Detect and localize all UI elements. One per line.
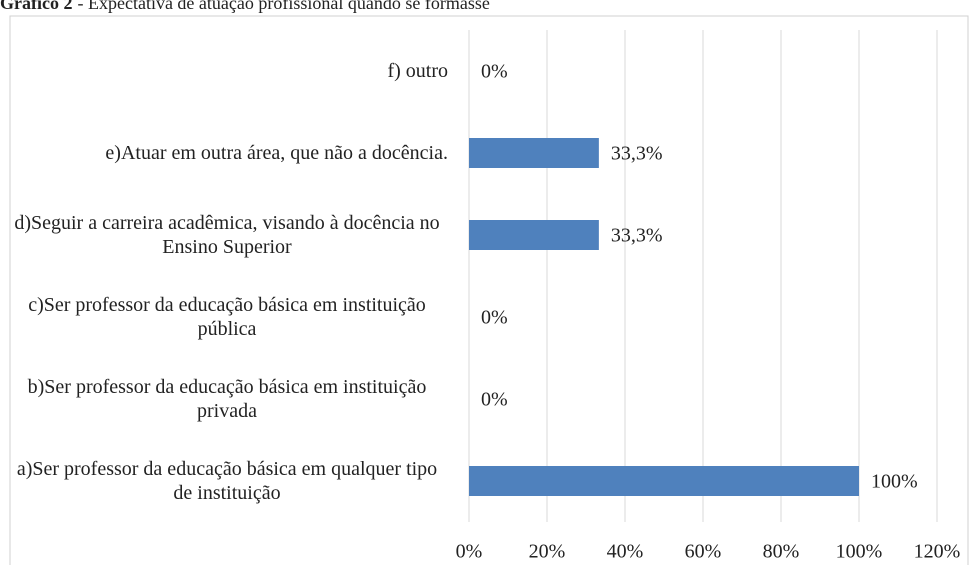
value-label: 33,3% bbox=[611, 143, 663, 165]
x-tick-label: 60% bbox=[685, 541, 722, 563]
y-tick-label-box: a)Ser professor da educação básica em qu… bbox=[6, 446, 448, 516]
bar bbox=[469, 220, 599, 250]
title-text: - Expectativa de atuação profissional qu… bbox=[77, 0, 490, 13]
value-label: 33,3% bbox=[611, 225, 663, 247]
y-tick-label-box: c)Ser professor da educação básica em in… bbox=[6, 282, 448, 352]
value-label: 0% bbox=[481, 307, 508, 329]
y-tick-label-box: f) outro bbox=[6, 36, 448, 106]
x-tick-label: 100% bbox=[836, 541, 883, 563]
y-tick-label: f) outro bbox=[387, 60, 448, 82]
y-tick-label-box: e)Atuar em outra área, que não a docênci… bbox=[6, 118, 448, 188]
x-tick-label: 20% bbox=[529, 541, 566, 563]
x-tick-label: 120% bbox=[914, 541, 961, 563]
bar bbox=[469, 466, 859, 496]
value-label: 0% bbox=[481, 61, 508, 83]
y-tick-label: e)Atuar em outra área, que não a docênci… bbox=[105, 142, 448, 164]
y-tick-label-box: d)Seguir a carreira acadêmica, visando à… bbox=[6, 200, 448, 270]
value-label: 0% bbox=[481, 389, 508, 411]
value-label: 100% bbox=[871, 471, 918, 493]
y-tick-label: a)Ser professor da educação básica em qu… bbox=[16, 458, 438, 504]
y-tick-label: d)Seguir a carreira acadêmica, visando à… bbox=[14, 212, 440, 258]
chart-title: Gráfico 2 - Expectativa de atuação profis… bbox=[0, 0, 490, 14]
title-label: Gráfico 2 bbox=[0, 0, 73, 13]
y-tick-label: b)Ser professor da educação básica em in… bbox=[27, 376, 427, 422]
bar bbox=[469, 138, 599, 168]
chart-border bbox=[9, 15, 969, 565]
y-tick-label: c)Ser professor da educação básica em in… bbox=[28, 294, 426, 340]
x-tick-label: 0% bbox=[456, 541, 483, 563]
x-tick-label: 40% bbox=[607, 541, 644, 563]
y-tick-label-box: b)Ser professor da educação básica em in… bbox=[6, 364, 448, 434]
x-tick-label: 80% bbox=[763, 541, 800, 563]
